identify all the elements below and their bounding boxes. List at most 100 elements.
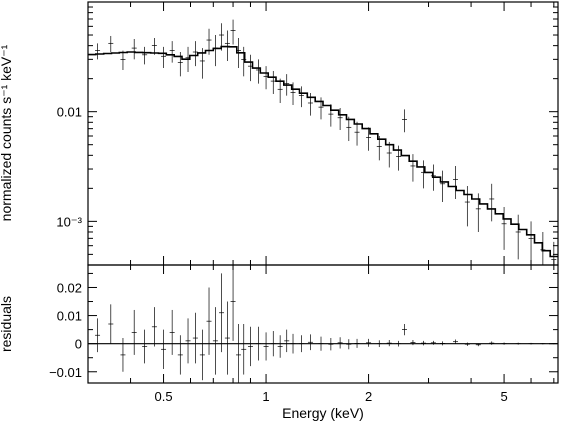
spectrum-y-axis-label: normalized counts s⁻¹ keV⁻¹ (0, 44, 14, 221)
residual-data-point (551, 343, 557, 345)
residuals-y-tick-label: 0.02 (57, 280, 82, 295)
residual-data-point (224, 301, 230, 375)
residual-data-point (354, 338, 360, 348)
spectrum-frame (87, 1, 559, 266)
residual-data-point (366, 338, 372, 347)
residual-data-point (452, 339, 458, 344)
residual-data-point (169, 309, 175, 355)
spectrum-data-point (489, 183, 495, 222)
spectrum-data-point (177, 52, 183, 77)
residual-data-point (307, 334, 313, 351)
residuals-y-ticks: 0.02 0.01 0 −0.01 (49, 272, 558, 380)
spectrum-data-point (255, 59, 261, 84)
spectrum-data-point (192, 41, 198, 67)
residual-data-point (255, 326, 261, 361)
residuals-y-tick-label: −0.01 (49, 365, 82, 380)
spectrum-data-point (247, 54, 253, 82)
residual-data-point (489, 341, 495, 345)
residual-data-point (161, 329, 167, 369)
residual-data-point (95, 318, 101, 353)
spectrum-data-points (95, 19, 557, 265)
residual-data-point (230, 265, 236, 341)
residual-data-point (515, 342, 521, 345)
spectrum-data-point (307, 93, 313, 116)
spectrum-data-point (108, 35, 114, 53)
residual-data-point (464, 342, 470, 346)
spectrum-data-point (337, 108, 343, 131)
residual-data-point (410, 340, 416, 346)
residuals-y-tick-label: 0.01 (57, 309, 82, 324)
residual-data-point (540, 342, 546, 345)
residual-data-point (421, 340, 427, 346)
spectrum-data-point (169, 41, 175, 63)
residuals-x-ticks: 0.5 1 2 5 (87, 265, 555, 404)
residuals-y-tick-label: 0 (75, 337, 82, 352)
spectrum-data-point (376, 136, 382, 161)
spectrum-data-point (131, 38, 137, 60)
residuals-data-points (95, 265, 557, 383)
spectrum-data-point (241, 46, 247, 77)
spectrum-data-point (528, 221, 534, 265)
residual-data-point (277, 335, 283, 358)
residual-data-point (270, 331, 276, 357)
spectrum-data-point (290, 82, 296, 106)
spectrum-data-point (501, 207, 507, 250)
spectrum-data-point (277, 78, 283, 103)
spectrum-data-point (464, 186, 470, 227)
spectrum-x-ticks (87, 2, 555, 265)
spectrum-data-point (515, 214, 521, 260)
spectrum-data-point (440, 170, 446, 203)
spectrum-y-tick-label: 0.01 (57, 105, 82, 120)
spectrum-data-point (212, 35, 218, 67)
spectrum-data-point (95, 43, 101, 60)
x-tick-label: 0.5 (155, 389, 173, 404)
residual-data-point (337, 337, 343, 349)
spectrum-data-point (475, 193, 481, 232)
residual-data-point (192, 312, 198, 364)
spectrum-data-point (206, 28, 212, 55)
residual-data-point (199, 329, 205, 381)
spectrum-data-point (354, 121, 360, 146)
residual-data-point (386, 340, 392, 347)
spectrum-data-point (120, 50, 126, 70)
spectrum-data-point (421, 160, 427, 189)
spectrum-data-point (328, 104, 334, 127)
residual-data-point (177, 335, 183, 375)
spectrum-y-tick-label: 10⁻³ (56, 214, 82, 229)
spectrum-data-point (401, 109, 407, 133)
residual-data-point (430, 340, 436, 345)
spectrum-data-point (366, 127, 372, 151)
residual-data-point (328, 338, 334, 351)
residual-data-point (501, 342, 507, 345)
residual-data-point (185, 318, 191, 364)
residual-data-point (142, 329, 148, 364)
residual-data-point (131, 309, 137, 355)
residuals-frame (87, 264, 559, 384)
spectrum-data-point (230, 19, 236, 45)
spectrum-data-point (263, 66, 269, 90)
residual-data-point (247, 326, 253, 367)
residual-data-point (475, 343, 481, 347)
spectrum-data-point (270, 70, 276, 94)
spectrum-data-point (235, 37, 241, 69)
residual-data-point (151, 307, 157, 347)
residual-data-point (318, 336, 324, 351)
residuals-y-axis-label: residuals (0, 296, 14, 352)
residual-data-point (298, 335, 304, 353)
spectrum-panel: 0.01 10⁻³ normalized counts s⁻¹ keV⁻¹ (0, 1, 559, 266)
spectrum-data-point (452, 165, 458, 199)
spectrum-data-point (551, 241, 557, 265)
residuals-panel: 0.02 0.01 0 −0.01 0.5 1 2 5 residuals Energy (… (0, 264, 559, 421)
residual-data-point (440, 341, 446, 346)
x-tick-label: 5 (500, 389, 507, 404)
residual-data-point (108, 304, 114, 344)
spectrum-data-point (430, 164, 436, 191)
residual-data-point (235, 324, 241, 383)
spectrum-data-point (386, 141, 392, 168)
spectrum-data-point (199, 48, 205, 79)
spectrum-data-point (540, 231, 546, 265)
residual-data-point (241, 324, 247, 375)
spectrum-data-point (185, 46, 191, 73)
spectrum-data-point (346, 116, 352, 142)
